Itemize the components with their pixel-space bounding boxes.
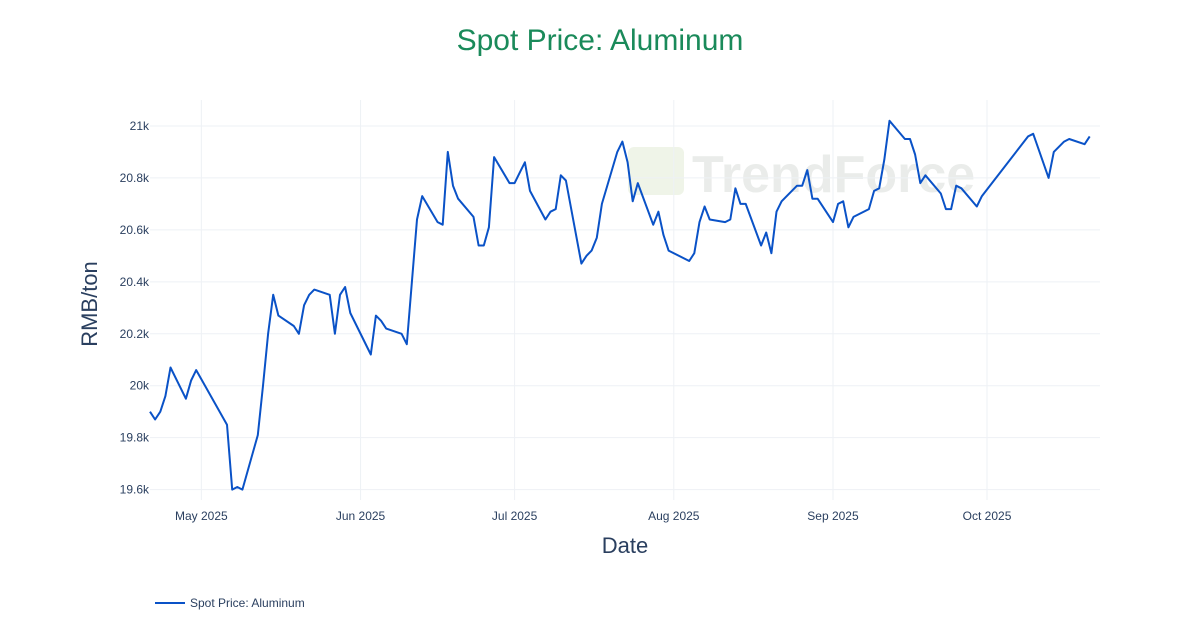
x-tick-label: Aug 2025	[648, 509, 700, 523]
x-tick-label: Jul 2025	[492, 509, 538, 523]
series-layer	[149, 119, 1091, 491]
y-tick-label: 20.8k	[120, 171, 150, 185]
x-tick-label: May 2025	[175, 509, 228, 523]
series-line[interactable]	[149, 119, 1091, 491]
x-axis-title: Date	[602, 533, 648, 558]
x-axis-ticks: May 2025 Jun 2025 Jul 2025 Aug 2025 Sep 2025…	[175, 509, 1012, 523]
y-tick-label: 20k	[130, 379, 150, 393]
legend[interactable]: Spot Price: Aluminum	[155, 596, 305, 610]
x-tick-label: Jun 2025	[336, 509, 386, 523]
y-axis-title: RMB/ton	[77, 261, 102, 347]
x-tick-label: Sep 2025	[807, 509, 859, 523]
y-tick-label: 20.6k	[120, 223, 150, 237]
x-tick-label: Oct 2025	[963, 509, 1012, 523]
y-axis-ticks: 19.6k 19.8k 20k 20.2k 20.4k 20.6k 20.8k 21k	[120, 119, 150, 497]
y-tick-label: 20.2k	[120, 327, 150, 341]
watermark-text: TrendForce	[692, 146, 975, 204]
y-gridlines	[150, 125, 1100, 491]
y-tick-label: 20.4k	[120, 275, 150, 289]
y-tick-label: 19.6k	[120, 483, 150, 497]
legend-label: Spot Price: Aluminum	[190, 596, 305, 610]
chart-title: Spot Price: Aluminum	[457, 24, 744, 57]
watermark-icon	[628, 147, 684, 195]
y-tick-label: 21k	[130, 119, 150, 133]
x-gridlines	[200, 100, 988, 500]
watermark-logo: TrendForce	[628, 146, 975, 204]
y-tick-label: 19.8k	[120, 431, 150, 445]
